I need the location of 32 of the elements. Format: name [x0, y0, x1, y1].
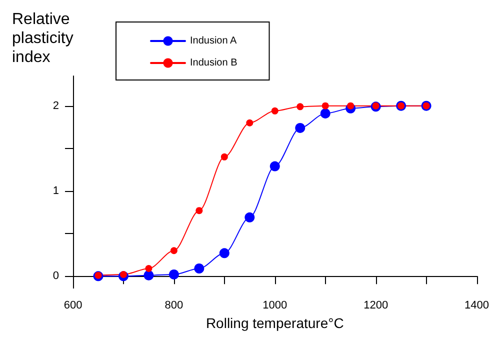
- point: [120, 270, 127, 278]
- point: [322, 102, 329, 110]
- y-axis-title: Relative plasticity index: [12, 11, 78, 66]
- point: [220, 153, 228, 160]
- point: [219, 248, 230, 258]
- point: [168, 269, 179, 280]
- x-tick-label: 1000: [262, 300, 288, 312]
- point: [296, 103, 304, 110]
- point: [271, 107, 278, 114]
- point: [144, 270, 154, 280]
- point: [244, 212, 255, 222]
- x-tick-label: 1200: [364, 300, 388, 312]
- x-tick-label: 1400: [464, 300, 490, 312]
- y-tick-label: 0: [52, 270, 59, 282]
- point: [170, 247, 178, 254]
- point: [295, 122, 306, 133]
- y-tick-label: 1: [52, 184, 59, 197]
- point: [194, 264, 204, 274]
- point: [347, 102, 354, 110]
- legend-label: Indusion A: [190, 36, 238, 46]
- x-tick-label: 600: [64, 300, 82, 312]
- point: [196, 207, 203, 214]
- point: [145, 265, 152, 272]
- point: [246, 119, 254, 126]
- point: [94, 272, 102, 279]
- x-tick-label: 800: [164, 300, 184, 312]
- point: [372, 102, 380, 110]
- point: [270, 161, 280, 172]
- y-tick-label: 2: [52, 100, 59, 112]
- legend-label: Indusion B: [190, 58, 238, 68]
- x-axis-title: Rolling temperature°C: [206, 315, 344, 331]
- point: [320, 108, 330, 118]
